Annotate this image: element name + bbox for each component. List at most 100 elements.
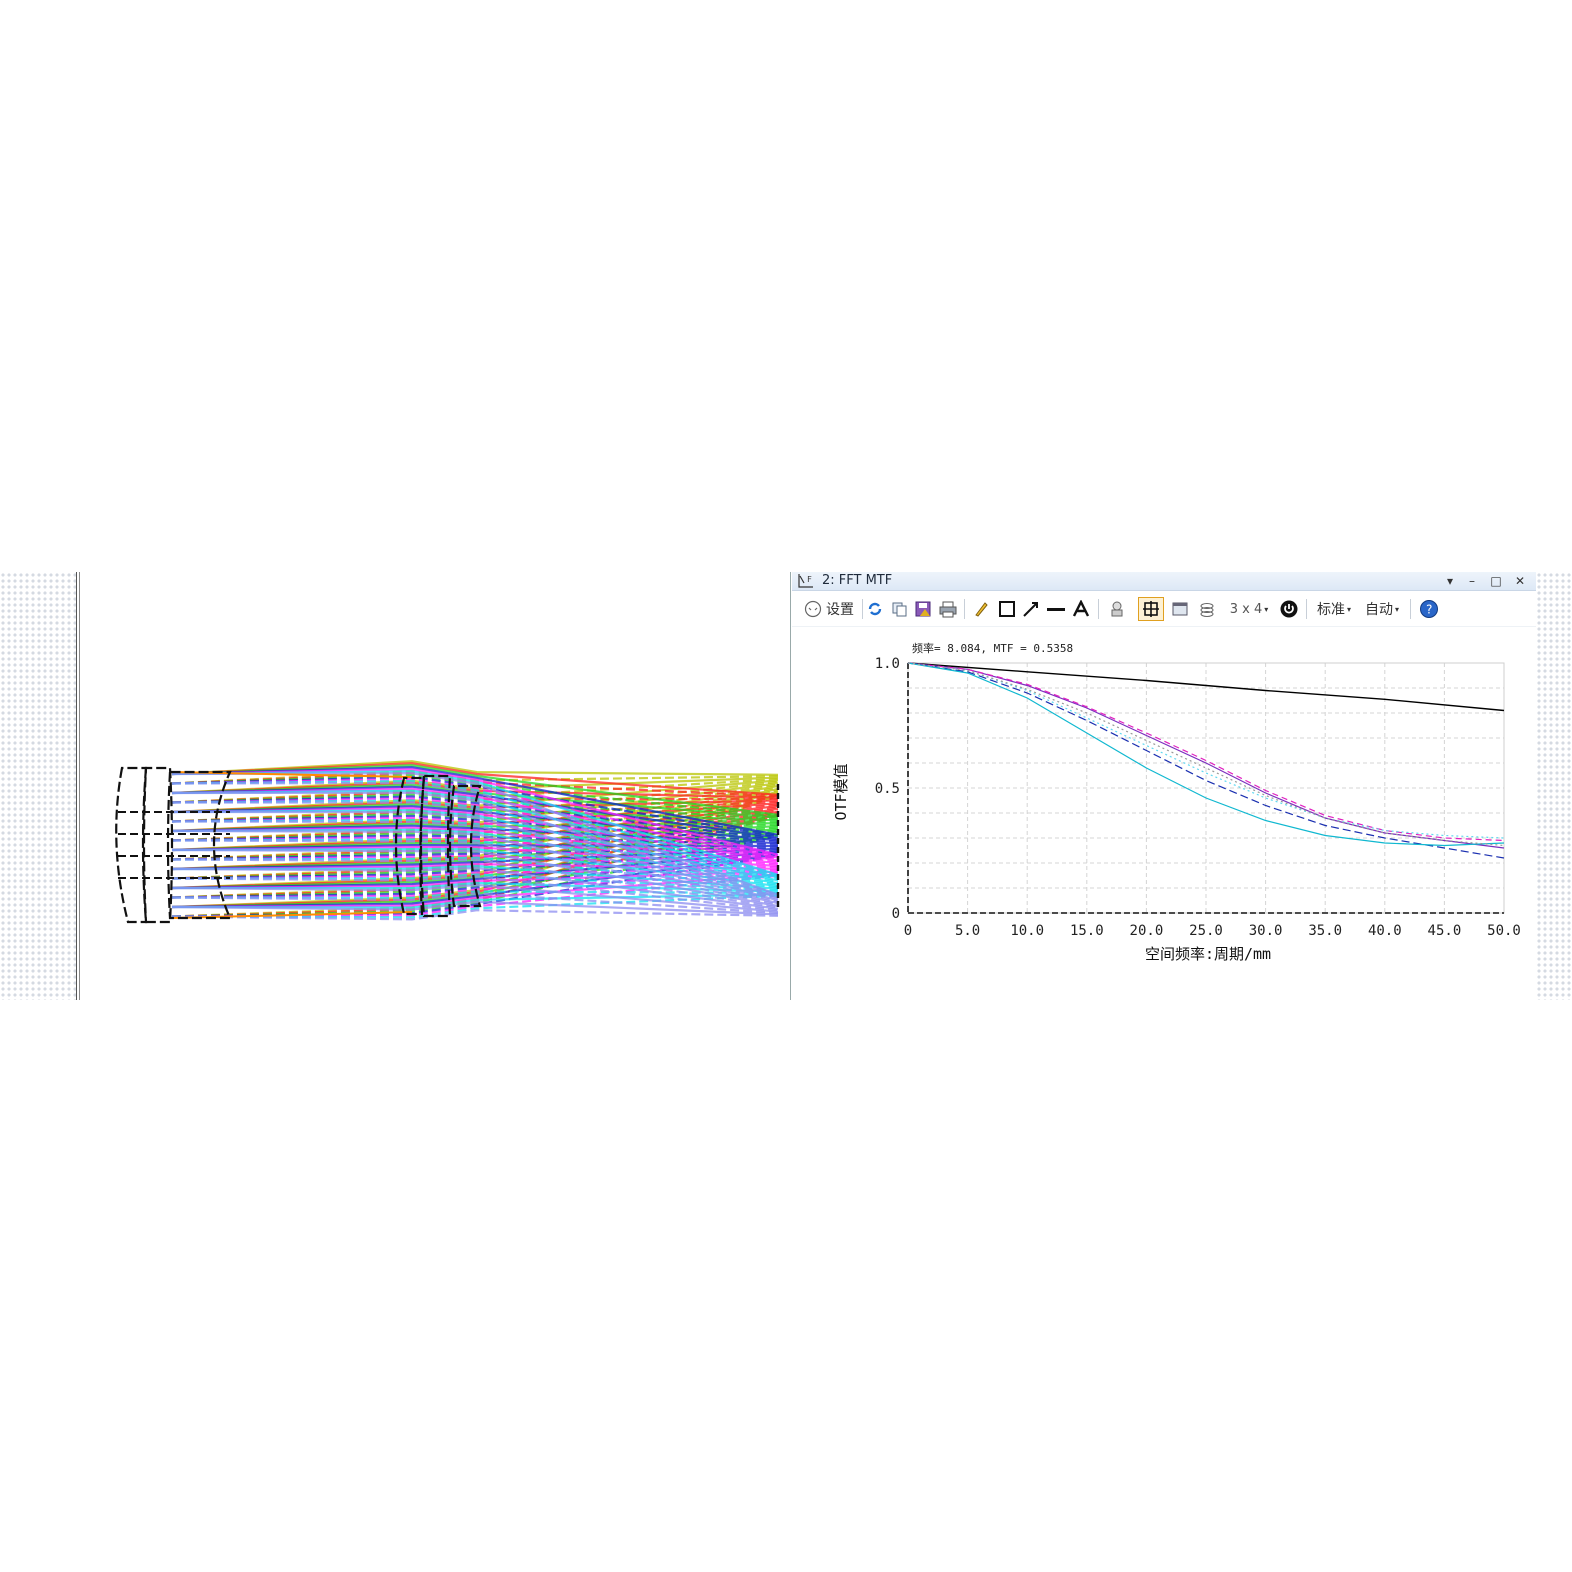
mtf-series-line	[907, 662, 1505, 847]
x-tick-label: 35.0	[1308, 923, 1342, 939]
layout-grid-label: 3 x 4	[1229, 601, 1263, 617]
ray-line	[171, 883, 779, 913]
toolbar-separator	[862, 599, 863, 619]
layers-button[interactable]	[1196, 597, 1218, 621]
print-button[interactable]	[936, 597, 960, 621]
minimize-button[interactable]: –	[1469, 574, 1475, 588]
screenshot-strip: F 2: FFT MTF ▾ – □ ✕ 设置	[0, 572, 1572, 1000]
power-icon	[1280, 600, 1298, 618]
arrow-icon	[1023, 602, 1038, 617]
x-tick-label: 50.0	[1487, 923, 1521, 939]
lens-layout-panel	[82, 572, 788, 1000]
lens-element	[419, 774, 452, 918]
ray-line	[171, 781, 779, 898]
panel-divider	[790, 572, 791, 1000]
maximize-button[interactable]: □	[1490, 574, 1502, 588]
x-tick-label: 5.0	[955, 923, 980, 939]
analysis-toolbar: 设置	[792, 592, 1536, 627]
background-pattern-left	[0, 572, 76, 1000]
standard-dropdown[interactable]: 标准 ▾	[1312, 597, 1356, 621]
text-button[interactable]	[1070, 597, 1092, 621]
lens-element	[448, 784, 482, 908]
standard-label: 标准	[1316, 602, 1345, 618]
auto-label: 自动	[1364, 602, 1393, 618]
toolbar-separator	[1410, 599, 1411, 619]
cursor-readout: 频率= 8.084, MTF = 0.5358	[912, 641, 1073, 655]
y-tick-label: 0.5	[875, 781, 900, 797]
layers-icon	[1200, 603, 1214, 617]
mtf-series-line	[907, 662, 1505, 839]
save-button[interactable]	[912, 597, 934, 621]
chart-axes: 0 5.0 10.0 15.0 20.0 25.0 30.0 35.0 40.0 45.0 50.0…	[875, 656, 1521, 939]
copy-icon	[892, 602, 907, 617]
toolbar-separator	[964, 599, 965, 619]
y-tick-label: 1.0	[875, 656, 900, 672]
help-icon: ?	[1420, 600, 1438, 618]
settings-label: 设置	[826, 602, 854, 618]
help-button[interactable]: ?	[1418, 597, 1440, 621]
auto-dropdown[interactable]: 自动 ▾	[1360, 597, 1404, 621]
ray-bundle-group	[115, 760, 780, 924]
pencil-button[interactable]	[970, 597, 992, 621]
ray-line	[171, 820, 779, 903]
refresh-icon	[868, 602, 882, 616]
toolbar-separator	[1098, 599, 1099, 619]
arrow-button[interactable]	[1020, 597, 1042, 621]
x-tick-label: 30.0	[1249, 923, 1283, 939]
chart-series	[907, 662, 1505, 859]
y-axis-label: OTF模值	[832, 763, 850, 820]
power-button[interactable]	[1278, 597, 1300, 621]
chevron-down-icon: ▾	[1346, 604, 1351, 614]
ray-line	[171, 858, 779, 909]
lens-ray-diagram	[115, 760, 780, 924]
x-axis-label: 空间频率:周期/mm	[1145, 945, 1271, 963]
x-tick-label: 40.0	[1368, 923, 1402, 939]
window-options-button[interactable]	[1168, 597, 1192, 621]
ray-line	[171, 892, 779, 915]
layout-grid-dropdown[interactable]: 3 x 4 ▾	[1224, 597, 1274, 621]
ray-line	[171, 900, 779, 916]
chart-window-icon: F	[798, 574, 813, 588]
lock-button[interactable]	[1106, 597, 1128, 621]
lens-element	[141, 766, 174, 924]
mtf-series-line	[907, 662, 1505, 712]
pencil-icon	[975, 602, 988, 617]
rectangle-button[interactable]	[996, 597, 1018, 621]
refresh-button[interactable]	[864, 597, 886, 621]
toolbar-separator	[1306, 599, 1307, 619]
lock-icon	[1111, 601, 1123, 617]
close-button[interactable]: ✕	[1514, 574, 1526, 588]
zoom-fit-button[interactable]	[1138, 597, 1164, 621]
x-tick-label: 45.0	[1428, 923, 1462, 939]
x-tick-label: 20.0	[1130, 923, 1164, 939]
line-button[interactable]	[1044, 597, 1068, 621]
save-image-icon	[915, 601, 931, 617]
ray-line	[171, 791, 779, 899]
mtf-series-line	[907, 662, 1505, 842]
ray-line	[171, 875, 779, 912]
window-title: 2: FFT MTF	[822, 573, 893, 588]
dropdown-icon[interactable]: ▾	[1446, 574, 1454, 588]
text-icon	[1072, 600, 1090, 617]
fft-mtf-window: F 2: FFT MTF ▾ – □ ✕ 设置	[792, 572, 1536, 1000]
ray-line	[171, 801, 779, 901]
x-tick-label: 15.0	[1070, 923, 1104, 939]
ray-line	[171, 839, 779, 906]
chevron-down-icon: ▾	[1394, 604, 1399, 614]
line-icon	[1047, 608, 1065, 611]
panel-divider	[76, 572, 80, 1000]
mtf-series-line	[907, 662, 1505, 847]
x-tick-label: 0	[904, 923, 912, 939]
zoom-fit-icon	[1143, 601, 1159, 617]
settings-icon	[804, 600, 822, 618]
rectangle-icon	[999, 601, 1015, 617]
mtf-series-line	[907, 662, 1505, 859]
copy-button[interactable]	[888, 597, 910, 621]
window-icon	[1172, 602, 1188, 616]
svg-text:?: ?	[1426, 603, 1433, 617]
settings-button[interactable]: 设置	[798, 597, 860, 621]
window-titlebar[interactable]: F 2: FFT MTF ▾ – □ ✕	[792, 572, 1536, 591]
mtf-chart: 0 5.0 10.0 15.0 20.0 25.0 30.0 35.0 40.0 45.0 50.0…	[832, 641, 1521, 963]
ray-line	[171, 848, 779, 908]
ray-line	[171, 909, 779, 921]
